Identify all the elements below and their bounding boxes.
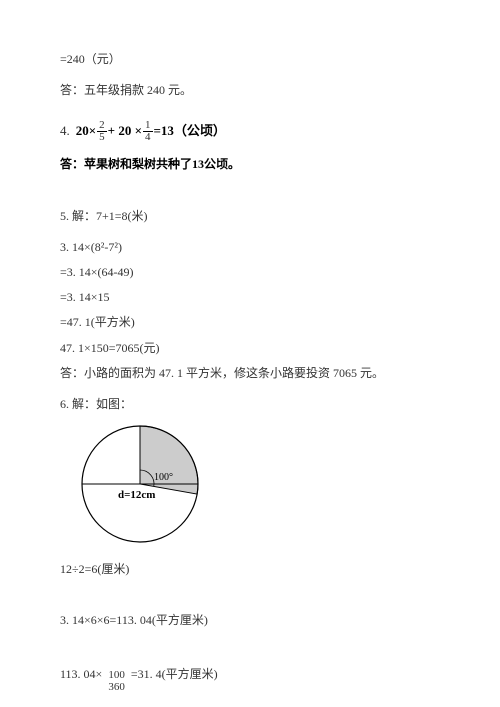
answer-5: 答：小路的面积为 47. 1 平方米，修这条小路要投资 7065 元。 — [60, 364, 440, 383]
s3-den: 360 — [108, 681, 125, 693]
s3-tail: =31. 4(平方厘米) — [131, 665, 218, 684]
s3-lead: 113. 04× — [60, 665, 102, 684]
circle-diagram: 100° d=12cm — [80, 424, 440, 550]
question-4-expr: 4. 20× 2 5 + 20 × 1 4 =13（公顷） — [60, 120, 440, 143]
q4-frac1: 2 5 — [97, 120, 107, 143]
q4-f1-den: 5 — [97, 132, 107, 143]
svg-text:100°: 100° — [154, 472, 173, 483]
s3-frac: 100 360 — [108, 669, 125, 693]
q4-f2-den: 4 — [143, 132, 153, 143]
q4-index: 4. — [60, 121, 70, 142]
calc-5: 47. 1×150=7065(元) — [60, 339, 440, 358]
calc-3: =3. 14×15 — [60, 288, 440, 307]
calc-1: 3. 14×(8²-7²) — [60, 238, 440, 257]
q4-mid: + 20 × — [108, 121, 142, 142]
step-1: 12÷2=6(厘米) — [60, 560, 440, 579]
q4-frac2: 1 4 — [143, 120, 153, 143]
circle-svg: 100° d=12cm — [80, 424, 200, 544]
step-3: 113. 04× 100 360 =31. 4(平方厘米) — [60, 663, 440, 687]
calc-4: =47. 1(平方米) — [60, 313, 440, 332]
s3-num: 100 — [108, 669, 125, 681]
line-eq240: =240（元） — [60, 50, 440, 69]
question-6: 6. 解：如图： — [60, 395, 440, 414]
step-2: 3. 14×6×6=113. 04(平方厘米) — [60, 611, 440, 630]
svg-text:d=12cm: d=12cm — [118, 489, 155, 501]
q4-lead: 20× — [76, 121, 96, 142]
calc-2: =3. 14×(64-49) — [60, 263, 440, 282]
answer-4: 答：苹果树和梨树共种了13公顷。 — [60, 155, 440, 174]
question-5: 5. 解：7+1=8(米) — [60, 207, 440, 226]
q4-tail: =13（公顷） — [154, 121, 226, 142]
answer-grade5: 答：五年级捐款 240 元。 — [60, 81, 440, 100]
